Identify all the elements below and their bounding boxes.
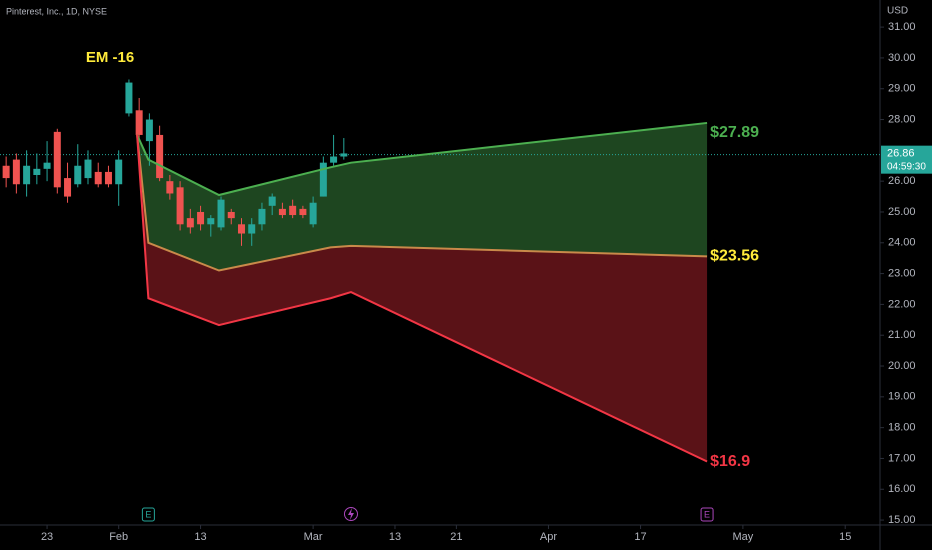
x-tick-label: 13	[194, 531, 206, 543]
y-tick-label: 30.00	[888, 52, 916, 64]
y-tick-label: 24.00	[888, 237, 916, 249]
candle-body	[299, 208, 307, 216]
y-tick-label: 26.00	[888, 175, 916, 187]
x-tick-label: Feb	[109, 531, 128, 543]
candle-body	[237, 224, 245, 234]
candle-body	[156, 134, 164, 179]
y-tick-label: 20.00	[888, 360, 916, 372]
y-tick-label: 19.00	[888, 391, 916, 403]
x-tick-label: 21	[450, 531, 462, 543]
y-tick-label: 31.00	[888, 21, 916, 33]
candle-body	[33, 168, 41, 175]
price-tag-countdown: 04:59:30	[887, 161, 926, 172]
candle-body	[94, 171, 102, 185]
y-tick-label: 18.00	[888, 422, 916, 434]
price-tag-value: 26.86	[887, 148, 915, 160]
event-marker	[141, 507, 155, 522]
candle-body	[340, 153, 348, 157]
candle-body	[227, 211, 235, 219]
candle-body	[12, 159, 20, 185]
candle-body	[23, 165, 31, 185]
candle-body	[84, 159, 92, 179]
band-line	[136, 121, 708, 197]
currency: USD	[887, 6, 908, 17]
band-label: $27.89	[710, 124, 759, 141]
candle-body	[278, 208, 286, 216]
band-label: $16.9	[710, 453, 750, 470]
chart-title: Pinterest, Inc., 1D, NYSE	[6, 6, 107, 16]
candle-body	[166, 181, 174, 194]
x-tick-label: 17	[634, 531, 646, 543]
y-tick-label: 22.00	[888, 298, 916, 310]
x-tick-label: Mar	[304, 531, 323, 543]
annotation: EM -16	[86, 49, 134, 66]
event-label: E	[704, 509, 710, 519]
candle-body	[125, 82, 133, 114]
candle-body	[176, 187, 184, 225]
candle-body	[197, 211, 205, 225]
y-tick-label: 15.00	[888, 514, 916, 526]
event-marker	[700, 507, 714, 522]
x-tick-label: Apr	[540, 531, 557, 543]
candle-body	[145, 119, 153, 142]
event-label: E	[145, 509, 151, 519]
candle-body	[186, 218, 194, 228]
band-line	[136, 134, 708, 463]
y-tick-label: 16.00	[888, 483, 916, 495]
x-tick-label: 15	[839, 531, 851, 543]
candle-body	[43, 162, 51, 169]
band-fill-lower	[137, 134, 708, 462]
candle-body	[115, 159, 123, 185]
x-tick-label: 23	[41, 531, 53, 543]
candle-body	[330, 156, 338, 163]
dividend-bolt	[347, 508, 354, 520]
candle-body	[217, 199, 225, 228]
dividend-circle	[343, 507, 358, 521]
candle-body	[64, 178, 72, 197]
price-tag	[881, 145, 932, 174]
y-tick-label: 25.00	[888, 206, 916, 218]
candle-body	[248, 224, 256, 234]
y-tick-label: 28.00	[888, 113, 916, 125]
y-tick-label: 21.00	[888, 329, 916, 341]
y-tick-label: 17.00	[888, 452, 916, 464]
candle-body	[258, 208, 266, 225]
candle-body	[319, 162, 327, 197]
candle-body	[289, 205, 297, 216]
band-fill-upper	[137, 122, 708, 271]
candle-body	[53, 131, 61, 188]
band-label: $23.56	[710, 248, 759, 265]
x-tick-label: 13	[389, 531, 401, 543]
candle-body	[207, 218, 215, 225]
candle-body	[2, 165, 10, 179]
dividend-icon	[343, 507, 358, 521]
y-tick-label: 23.00	[888, 267, 916, 279]
candle-body	[104, 171, 112, 185]
candle-body	[74, 165, 82, 185]
band-line	[136, 134, 708, 272]
y-tick-label: 29.00	[888, 83, 916, 95]
candle-body	[135, 110, 143, 135]
candle-body	[309, 202, 317, 225]
x-tick-label: May	[732, 531, 753, 543]
candle-body	[268, 196, 276, 206]
